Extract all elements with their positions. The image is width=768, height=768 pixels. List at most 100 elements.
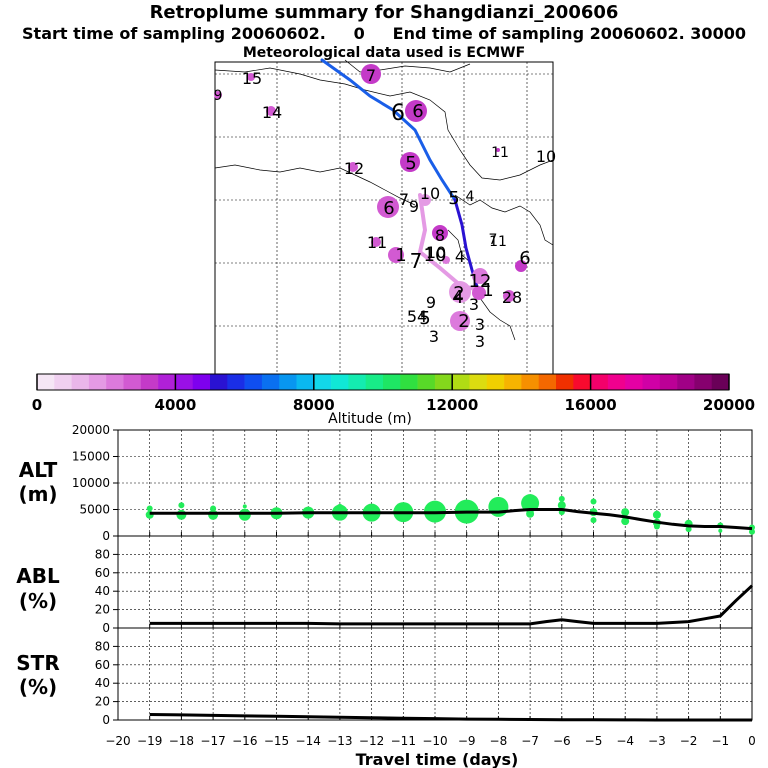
cluster-label: 7 [489,232,498,248]
plume-cluster [214,91,222,99]
panel-ylabel-unit: (%) [19,675,57,699]
y-tick-label: 0 [102,529,110,543]
cluster-label: 4 [466,189,475,205]
plume-cluster [472,286,486,300]
cluster-label: 4 [452,287,463,308]
series-line-alt [149,508,753,531]
x-tick-label: 0 [748,734,756,748]
cluster-label: 54 [407,307,427,326]
panel-ylabel: ALT [19,458,58,482]
x-tick-label: −7 [521,734,539,748]
colorbar-cell [365,374,384,390]
cluster-label: 1 [482,280,493,301]
colorbar-cell [227,374,245,390]
colorbar-cell [590,374,609,390]
colorbar-cell [642,374,661,390]
colorbar-cell [210,374,228,390]
cluster-label: 28 [502,288,522,307]
colorbar-cell [521,374,539,390]
plume-cluster [388,247,404,263]
colorbar-cell [261,374,280,390]
colorbar-label: Altitude (m) [328,411,412,427]
cluster-label: 6 [519,248,530,269]
cluster-label: 5 [448,188,459,209]
plume-cluster [450,311,470,331]
y-tick-label: 60 [95,566,110,580]
y-tick-label: 20 [95,603,110,617]
cluster-label: 3 [475,332,485,351]
x-tick-label: −4 [616,734,634,748]
colorbar-cell [37,374,55,390]
cluster-label: 5 [419,308,430,329]
colorbar-tick-label: 4000 [155,396,197,414]
altitude-spread-point [210,505,217,512]
colorbar-cell [694,374,712,390]
x-tick-label: −5 [585,734,603,748]
y-tick-label: 80 [95,547,110,561]
colorbar-cell [383,374,401,390]
series-line-abl [149,584,754,626]
cluster-label: 7 [366,66,376,85]
colorbar-cell [556,374,574,390]
panel-ylabel-unit: (%) [19,589,57,613]
colorbar-cell [331,374,349,390]
plume-cluster [432,225,448,241]
cluster-label: 10 [420,184,440,203]
colorbar-cell [158,374,176,390]
colorbar-cell [469,374,488,390]
colorbar-cell [123,374,142,390]
altitude-spread-point [621,517,630,526]
cluster-label: 9 [409,197,419,216]
altitude-spread-point [718,528,723,533]
altitude-spread-point [749,528,755,535]
altitude-spread-point [652,510,661,519]
y-tick-label: 10000 [72,476,110,490]
x-tick-label: −1 [711,734,729,748]
colorbar-tick-label: 20000 [703,396,755,414]
plume-cluster [449,281,471,303]
x-tick-label: −10 [422,734,447,748]
colorbar-cell [400,374,418,390]
y-tick-label: 80 [95,639,110,653]
x-tick-label: −2 [680,734,698,748]
colorbar-cell [573,374,591,390]
cluster-label: 3 [429,327,439,346]
colorbar-tick-label: 8000 [293,396,335,414]
cluster-label: 10 [426,243,446,262]
colorbar-cell [192,374,211,390]
colorbar-cell [244,374,263,390]
x-tick-label: −3 [648,734,666,748]
cluster-label: 2 [458,311,469,332]
colorbar-tick-label: 16000 [565,396,617,414]
plume-cluster [419,194,431,206]
x-axis-label: Travel time (days) [356,750,519,768]
colorbar-cell [88,374,107,390]
y-tick-label: 40 [95,584,110,598]
altitude-colorbar: 0 4000 8000 12000 16000 20000 Altitude (m) [32,373,755,427]
x-tick-label: −16 [232,734,257,748]
cluster-label: 11 [491,145,509,161]
altitude-spread-point [336,503,343,510]
panel-ylabel-unit: (m) [18,482,57,506]
altitude-spread-point [590,517,597,524]
colorbar-cell [504,374,522,390]
y-tick-label: 5000 [79,503,110,517]
plume-cluster [472,268,488,284]
x-tick-label: −8 [490,734,508,748]
cluster-label: 12 [469,271,492,292]
altitude-spread-point [178,502,185,509]
y-tick-label: 40 [95,676,110,690]
plume-cluster [405,100,427,122]
cluster-label: 9 [214,88,223,104]
cluster-label: 9 [426,293,436,312]
met-data-line: Meteorological data used is ECMWF [242,45,526,61]
series-line-str [149,713,752,722]
cluster-label: 14 [262,103,282,122]
y-tick-label: 20 [95,695,110,709]
colorbar-cell [54,374,72,390]
cluster-label: 11 [367,233,387,252]
plume-cluster [377,196,399,218]
